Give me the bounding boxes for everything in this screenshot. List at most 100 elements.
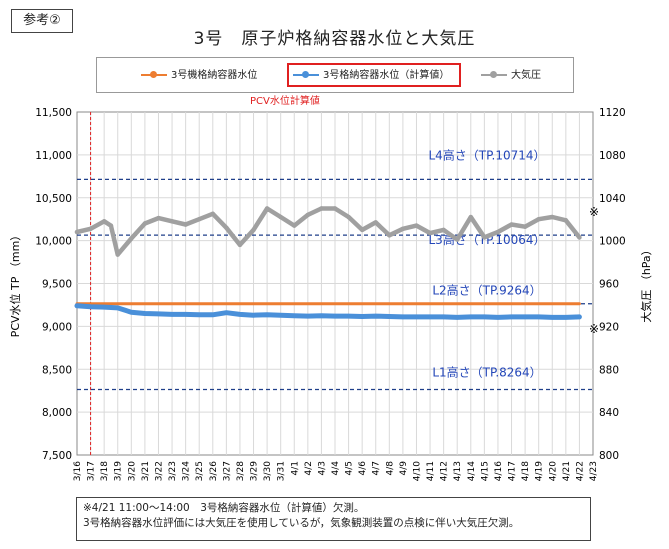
data-point (237, 312, 243, 317)
x-tick-label: 4/17 (508, 461, 518, 481)
data-point (400, 314, 406, 320)
x-tick-label: 3/18 (100, 461, 110, 481)
x-tick-label: 3/26 (209, 461, 219, 481)
series-line (74, 303, 582, 320)
data-point (468, 214, 473, 220)
y2-tick-label: 1120 (599, 107, 626, 119)
series-line (74, 206, 582, 257)
data-point (359, 227, 365, 233)
x-tick-label: 3/25 (195, 461, 205, 481)
data-point (414, 223, 419, 228)
y2-axis-label: 大気圧 （hPa） (639, 244, 653, 322)
legend-note: PCV水位計算値 (250, 96, 320, 107)
data-point (373, 220, 378, 225)
data-point (305, 313, 311, 319)
y2-tick-label: 1080 (599, 150, 626, 162)
y-tick-label: 10,500 (35, 193, 72, 205)
y-tick-label: 8,500 (42, 364, 72, 376)
footnote: ※4/21 11:00～14:00 3号格納容器水位（計算値）欠測。 3号格納容… (76, 497, 591, 541)
data-point (210, 312, 215, 317)
legend-item-gray: 大気圧 (481, 66, 541, 81)
y2-tick-label: 1040 (599, 193, 626, 205)
data-point (522, 224, 528, 229)
data-point (278, 214, 283, 220)
y2-tick-label: 920 (599, 321, 619, 333)
y-tick-label: 11,500 (35, 107, 72, 119)
x-tick-label: 3/27 (222, 461, 232, 481)
marker-asterisk: ※ (589, 205, 599, 219)
x-tick-label: 4/8 (385, 461, 395, 476)
data-point (197, 312, 202, 317)
data-point (536, 314, 541, 320)
data-point (319, 206, 324, 211)
x-tick-label: 3/22 (154, 461, 164, 481)
data-point (332, 206, 338, 211)
data-point (346, 313, 351, 319)
data-point (183, 312, 188, 317)
data-point (468, 314, 473, 320)
y-tick-label: 9,500 (42, 279, 72, 291)
legend-line-icon (141, 71, 167, 78)
x-tick-label: 4/19 (535, 461, 545, 481)
data-point (115, 252, 120, 257)
x-tick-label: 3/31 (277, 461, 287, 481)
y-tick-label: 9,000 (42, 321, 72, 333)
x-tick-label: 3/19 (114, 461, 124, 481)
data-point (414, 314, 419, 320)
y-tick-label: 10,000 (35, 236, 72, 248)
legend-line-icon (293, 71, 319, 78)
x-tick-label: 3/17 (87, 461, 97, 481)
data-point (142, 221, 148, 226)
data-point (88, 226, 93, 232)
reference-line-label: L4高さ（TP.10714） (428, 147, 545, 162)
data-point (536, 216, 541, 222)
x-tick-label: 3/30 (263, 461, 273, 481)
marker-asterisk: ※ (589, 322, 599, 336)
data-point (455, 237, 460, 242)
data-point (183, 222, 188, 227)
x-tick-label: 4/14 (467, 461, 477, 481)
data-point (550, 214, 555, 220)
data-point (455, 315, 460, 320)
legend-item-orange: 3号機格納容器水位 (141, 66, 257, 81)
x-tick-label: 3/29 (250, 461, 260, 481)
data-point (387, 314, 392, 319)
data-point (373, 313, 378, 319)
x-tick-label: 4/22 (575, 461, 585, 481)
data-point (88, 304, 93, 309)
data-point (482, 235, 487, 240)
reference-line-label: L1高さ（TP.8264） (432, 364, 541, 379)
legend-highlight-box (287, 63, 461, 87)
data-point (346, 214, 351, 220)
data-point (563, 218, 569, 223)
footnote-line-2: 3号格納容器水位評価には大気圧を使用しているが，気象観測装置の点検に伴い大気圧欠… (83, 517, 520, 529)
y2-tick-label: 960 (599, 279, 619, 291)
y2-tick-label: 880 (599, 364, 619, 376)
x-tick-label: 4/3 (317, 461, 327, 475)
x-tick-label: 4/15 (480, 461, 490, 481)
x-tick-label: 4/10 (412, 461, 422, 481)
data-point (224, 225, 229, 230)
x-tick-label: 3/20 (127, 461, 137, 481)
reference-tag: 参考② (11, 9, 73, 33)
data-point (319, 313, 324, 318)
data-point (251, 313, 256, 318)
data-point (400, 226, 406, 232)
data-point (264, 206, 270, 211)
x-tick-label: 4/1 (290, 461, 300, 475)
y-tick-label: 7,500 (42, 450, 72, 462)
x-tick-label: 4/21 (562, 461, 572, 481)
data-point (509, 222, 514, 227)
x-tick-label: 3/28 (236, 461, 246, 481)
x-tick-label: 4/7 (372, 461, 382, 475)
data-point (101, 304, 107, 310)
data-point (563, 315, 569, 320)
data-point (156, 215, 161, 221)
x-tick-label: 4/13 (453, 461, 463, 481)
y-tick-label: 8,000 (42, 407, 72, 419)
data-point (427, 230, 433, 236)
data-point (441, 227, 446, 233)
data-point (359, 314, 365, 319)
x-tick-label: 4/18 (521, 461, 531, 481)
x-tick-label: 4/16 (494, 461, 504, 481)
